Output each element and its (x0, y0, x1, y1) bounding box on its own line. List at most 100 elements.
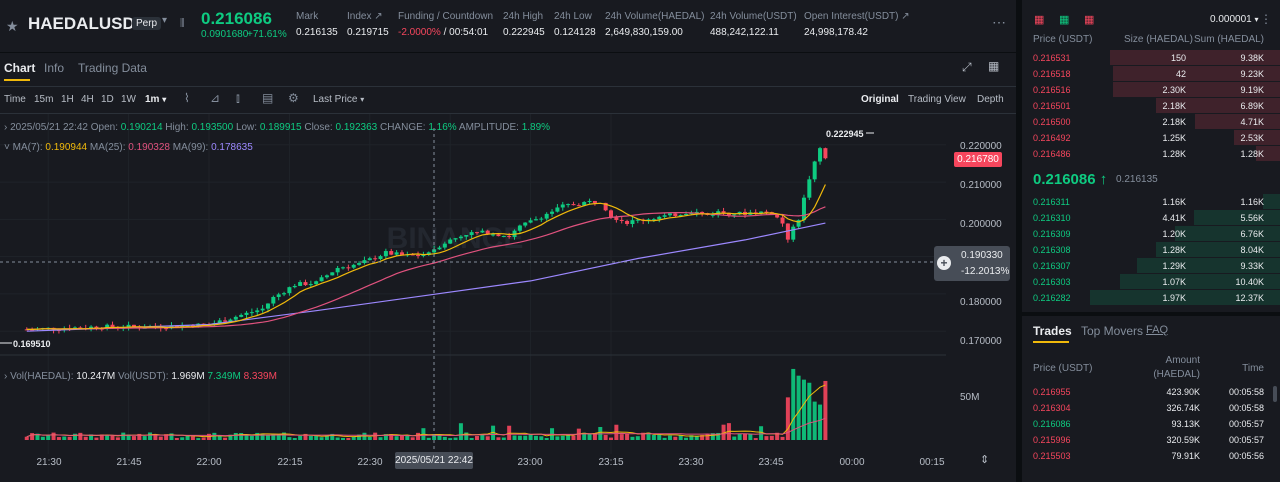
volume-bar (512, 435, 517, 440)
chart-type-icon[interactable]: ⊿ (210, 91, 221, 105)
volume-bar (641, 432, 646, 440)
candle (319, 277, 324, 282)
bid-row[interactable]: 0.216307 1.29K 9.33K (1022, 258, 1280, 274)
symbol-name[interactable]: HAEDALUSDT (28, 14, 146, 33)
trade-row[interactable]: 0.215503 79.91K 00:05:56 (1033, 451, 1264, 461)
tab-trades[interactable]: Trades (1033, 324, 1072, 338)
trade-row[interactable]: 0.216086 93.13K 00:05:57 (1033, 419, 1264, 429)
volume-bar (469, 438, 474, 440)
volume-bar (367, 436, 372, 440)
settings-toggle-icon[interactable]: ⫼ (180, 18, 185, 29)
bid-row[interactable]: 0.216309 1.20K 6.76K (1022, 226, 1280, 242)
x-tick: 22:00 (196, 457, 222, 468)
favorite-star-icon[interactable]: ★ (6, 18, 19, 34)
volume-bar (700, 435, 705, 440)
scrollbar[interactable] (1273, 386, 1277, 402)
candle (367, 258, 372, 261)
view-trading-view[interactable]: Trading View (908, 94, 966, 105)
stat-open-interest[interactable]: Open Interest(USDT) ↗ 24,998,178.42 (804, 11, 910, 38)
ask-row[interactable]: 0.216486 1.28K 1.28K (1022, 146, 1280, 162)
volume-bar (818, 404, 823, 440)
interval-time[interactable]: Time (4, 94, 26, 105)
candle (603, 202, 608, 211)
layout-grid-icon[interactable]: ▦ (988, 59, 1000, 73)
interval-selected[interactable]: 1m ▾ (145, 94, 167, 105)
more-icon[interactable]: ⋯ (992, 14, 1006, 30)
candle (614, 217, 619, 220)
stat-index[interactable]: Index ↗ 0.219715 (347, 11, 389, 38)
book-view-bids-icon[interactable]: ▦ (1059, 14, 1070, 26)
trade-row[interactable]: 0.215996 320.59K 00:05:57 (1033, 435, 1264, 445)
x-tick: 23:00 (517, 457, 543, 468)
volume-bar (265, 434, 270, 440)
candle (732, 214, 737, 216)
candle (458, 236, 463, 239)
interval-1h[interactable]: 1H (61, 94, 74, 105)
settings-gear-icon[interactable]: ⚙ (288, 91, 299, 105)
candle (646, 219, 651, 221)
active-tab-underline (1033, 341, 1069, 343)
volume-bar (131, 436, 136, 440)
high-marker-label: 0.222945 (826, 129, 864, 139)
precision-dropdown[interactable]: 0.000001 ▾ (1210, 14, 1259, 25)
tab-trading-data[interactable]: Trading Data (78, 61, 147, 75)
trade-row[interactable]: 0.216304 326.74K 00:05:58 (1033, 403, 1264, 413)
tab-top-movers[interactable]: Top Movers (1081, 324, 1144, 338)
volume-bar (357, 434, 362, 440)
bid-row[interactable]: 0.216311 1.16K 1.16K (1022, 194, 1280, 210)
ma99-line (26, 222, 826, 332)
interval-1w[interactable]: 1W (121, 94, 136, 105)
bid-row[interactable]: 0.216308 1.28K 8.04K (1022, 242, 1280, 258)
ask-row[interactable]: 0.216501 2.18K 6.89K (1022, 98, 1280, 114)
add-alert-icon[interactable]: + (937, 256, 951, 270)
ask-row[interactable]: 0.216500 2.18K 4.71K (1022, 114, 1280, 130)
fullscreen-icon[interactable]: ⤢ (962, 60, 972, 74)
volume-bar (201, 437, 206, 440)
view-original[interactable]: Original (861, 94, 899, 105)
interval-4h[interactable]: 4H (81, 94, 94, 105)
candle (721, 211, 726, 213)
tab-faq[interactable]: FAQ (1146, 324, 1169, 336)
volume-bar (212, 432, 217, 440)
asks-list: 0.216531 150 9.38K 0.216518 42 9.23K 0.216516 2… (1022, 50, 1280, 162)
trade-row[interactable]: 0.216955 423.90K 00:05:58 (1033, 387, 1264, 397)
volume-bar (30, 433, 35, 440)
volume-bar (244, 434, 249, 440)
volume-bar (196, 438, 201, 440)
view-depth[interactable]: Depth (977, 94, 1004, 105)
indicator-icon[interactable]: ⌇ (184, 91, 190, 105)
book-view-asks-icon[interactable]: ▦ (1084, 14, 1095, 26)
candle (228, 319, 233, 322)
tab-info[interactable]: Info (44, 61, 65, 75)
candle (373, 258, 378, 260)
price-type-dropdown[interactable]: Last Price ▾ (313, 94, 365, 105)
scale-adjust-icon[interactable]: ⇕ (980, 454, 990, 466)
symbol-dropdown-caret-icon[interactable]: ▾ (162, 15, 168, 26)
candles-icon[interactable]: ⫾ (236, 91, 240, 105)
ask-row[interactable]: 0.216531 150 9.38K (1022, 50, 1280, 66)
bid-row[interactable]: 0.216310 4.41K 5.56K (1022, 210, 1280, 226)
ask-row[interactable]: 0.216516 2.30K 9.19K (1022, 82, 1280, 98)
more-icon[interactable]: ⋮ (1260, 12, 1272, 26)
interval-15m[interactable]: 15m (34, 94, 54, 105)
ask-row[interactable]: 0.216492 1.25K 2.53K (1022, 130, 1280, 146)
bid-row[interactable]: 0.216303 1.07K 10.40K (1022, 274, 1280, 290)
interval-1d[interactable]: 1D (101, 94, 114, 105)
layers-icon[interactable]: ▤ (262, 91, 274, 105)
candle (560, 204, 565, 208)
book-view-both-icon[interactable]: ▦ (1034, 14, 1045, 26)
y-tick: 0.180000 (960, 297, 1002, 308)
volume-bar (464, 432, 469, 440)
volume-bar (389, 434, 394, 440)
candle (592, 200, 597, 203)
candle (249, 312, 254, 314)
ask-row[interactable]: 0.216518 42 9.23K (1022, 66, 1280, 82)
volume-bar (801, 379, 806, 440)
bid-row[interactable]: 0.216282 1.97K 12.37K (1022, 290, 1280, 306)
candlestick-chart[interactable]: BINANCE (0, 114, 1016, 482)
candle (485, 230, 490, 235)
y-tick: 0.170000 (960, 336, 1002, 347)
volume-bar (458, 423, 463, 440)
volume-bar (635, 436, 640, 440)
tab-chart[interactable]: Chart (4, 61, 36, 75)
